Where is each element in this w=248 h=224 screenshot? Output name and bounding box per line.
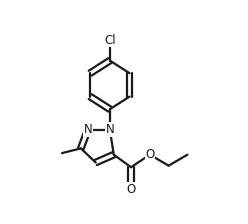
- Text: N: N: [105, 123, 114, 136]
- Text: N: N: [84, 123, 92, 136]
- Text: Cl: Cl: [104, 34, 116, 47]
- Text: O: O: [145, 148, 155, 161]
- Text: O: O: [126, 183, 136, 196]
